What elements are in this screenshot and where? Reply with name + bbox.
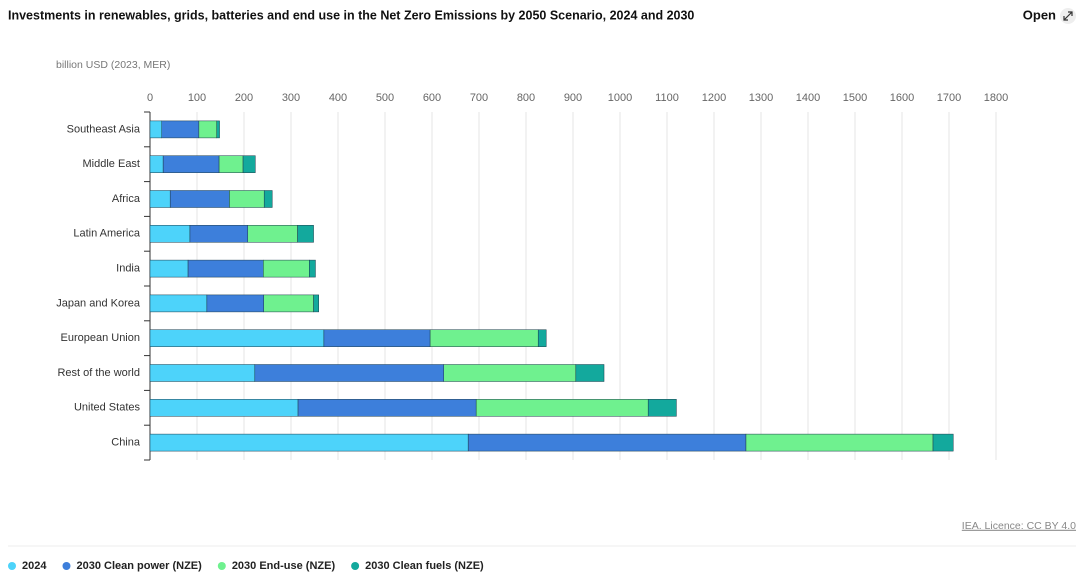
- bar-segment: [206, 294, 264, 313]
- bar-segment: [263, 259, 310, 278]
- y-tick-label: European Union: [60, 332, 140, 344]
- bar-segment: [149, 155, 164, 173]
- x-tick-label: 600: [423, 92, 441, 104]
- x-tick-label: 1300: [749, 92, 773, 104]
- bar-segment: [313, 294, 319, 313]
- bar-segment: [575, 364, 605, 382]
- bar-segment: [254, 364, 444, 382]
- y-tick-label: Latin America: [73, 228, 141, 240]
- legend-swatch[interactable]: [8, 562, 16, 570]
- x-tick-label: 900: [564, 92, 582, 104]
- bar-segment: [187, 259, 264, 278]
- bar-segment: [149, 120, 162, 139]
- legend-label[interactable]: 2024: [22, 560, 47, 572]
- licence-link[interactable]: IEA. Licence: CC BY 4.0: [962, 520, 1076, 532]
- bar-segment: [323, 329, 431, 347]
- x-tick-label: 1400: [796, 92, 820, 104]
- open-label[interactable]: Open: [1023, 7, 1056, 22]
- y-tick-label: Southeast Asia: [67, 123, 141, 135]
- x-tick-label: 1100: [655, 92, 679, 104]
- bar-segment: [149, 433, 469, 452]
- open-button[interactable]: Open: [1023, 7, 1076, 24]
- y-tick-label: Middle East: [83, 158, 140, 170]
- bar-segment: [429, 329, 539, 347]
- bar-segment: [149, 294, 208, 313]
- bar-segment: [443, 364, 577, 382]
- y-tick-label: Africa: [112, 193, 141, 205]
- bar-segment: [149, 364, 256, 382]
- x-tick-label: 200: [235, 92, 253, 104]
- legend-swatch[interactable]: [62, 562, 71, 570]
- x-tick-label: 1500: [843, 92, 867, 104]
- x-axis-label: billion USD (2023, MER): [56, 59, 170, 71]
- x-tick-label: 100: [188, 92, 206, 104]
- bar-segment: [263, 294, 314, 313]
- y-tick-label: Rest of the world: [57, 367, 140, 379]
- x-tick-label: 500: [376, 92, 394, 104]
- legend-label[interactable]: 2030 End-use (NZE): [232, 560, 336, 572]
- bar-segment: [263, 190, 273, 208]
- bar-segment: [537, 329, 547, 347]
- bar-segment: [162, 155, 220, 173]
- bar-segment: [647, 399, 677, 417]
- x-tick-label: 800: [517, 92, 535, 104]
- bar-segment: [297, 399, 477, 417]
- bar-segment: [229, 190, 265, 208]
- bar-segment: [467, 433, 747, 452]
- bar-segment: [247, 225, 298, 243]
- y-tick-label: India: [116, 263, 141, 275]
- bar-segment: [149, 329, 325, 347]
- x-tick-label: 1700: [937, 92, 961, 104]
- chart-title: Investments in renewables, grids, batter…: [8, 8, 694, 22]
- bar-segment: [475, 399, 649, 417]
- x-tick-label: 1800: [984, 92, 1008, 104]
- bar-segment: [149, 259, 189, 278]
- bar-segment: [198, 120, 217, 139]
- bar-segment: [218, 155, 244, 173]
- x-tick-label: 400: [329, 92, 347, 104]
- bar-segment: [189, 225, 249, 243]
- y-tick-label: Japan and Korea: [56, 297, 141, 309]
- bar-segment: [169, 190, 230, 208]
- bar-segment: [242, 155, 256, 173]
- x-tick-label: 1600: [890, 92, 914, 104]
- x-tick-label: 300: [282, 92, 300, 104]
- bar-segment: [745, 433, 934, 452]
- open-icon-glyph: [1063, 11, 1073, 21]
- bar-segment: [149, 190, 171, 208]
- bar-segment: [161, 120, 200, 139]
- bar-segment: [297, 225, 314, 243]
- bar-segment: [149, 399, 299, 417]
- legend-label[interactable]: 2030 Clean fuels (NZE): [365, 560, 484, 572]
- y-tick-label: United States: [74, 402, 141, 414]
- bar-segment: [216, 120, 220, 139]
- bar-segment: [309, 259, 316, 278]
- legend-swatch[interactable]: [351, 562, 360, 570]
- bar-segment: [932, 433, 954, 452]
- bar-segment: [149, 225, 191, 243]
- x-tick-label: 700: [470, 92, 488, 104]
- x-tick-label: 0: [147, 92, 153, 104]
- legend-label[interactable]: 2030 Clean power (NZE): [76, 560, 202, 572]
- y-tick-label: China: [111, 437, 141, 449]
- legend-swatch[interactable]: [217, 562, 226, 570]
- x-tick-label: 1200: [702, 92, 726, 104]
- x-tick-label: 1000: [608, 92, 632, 104]
